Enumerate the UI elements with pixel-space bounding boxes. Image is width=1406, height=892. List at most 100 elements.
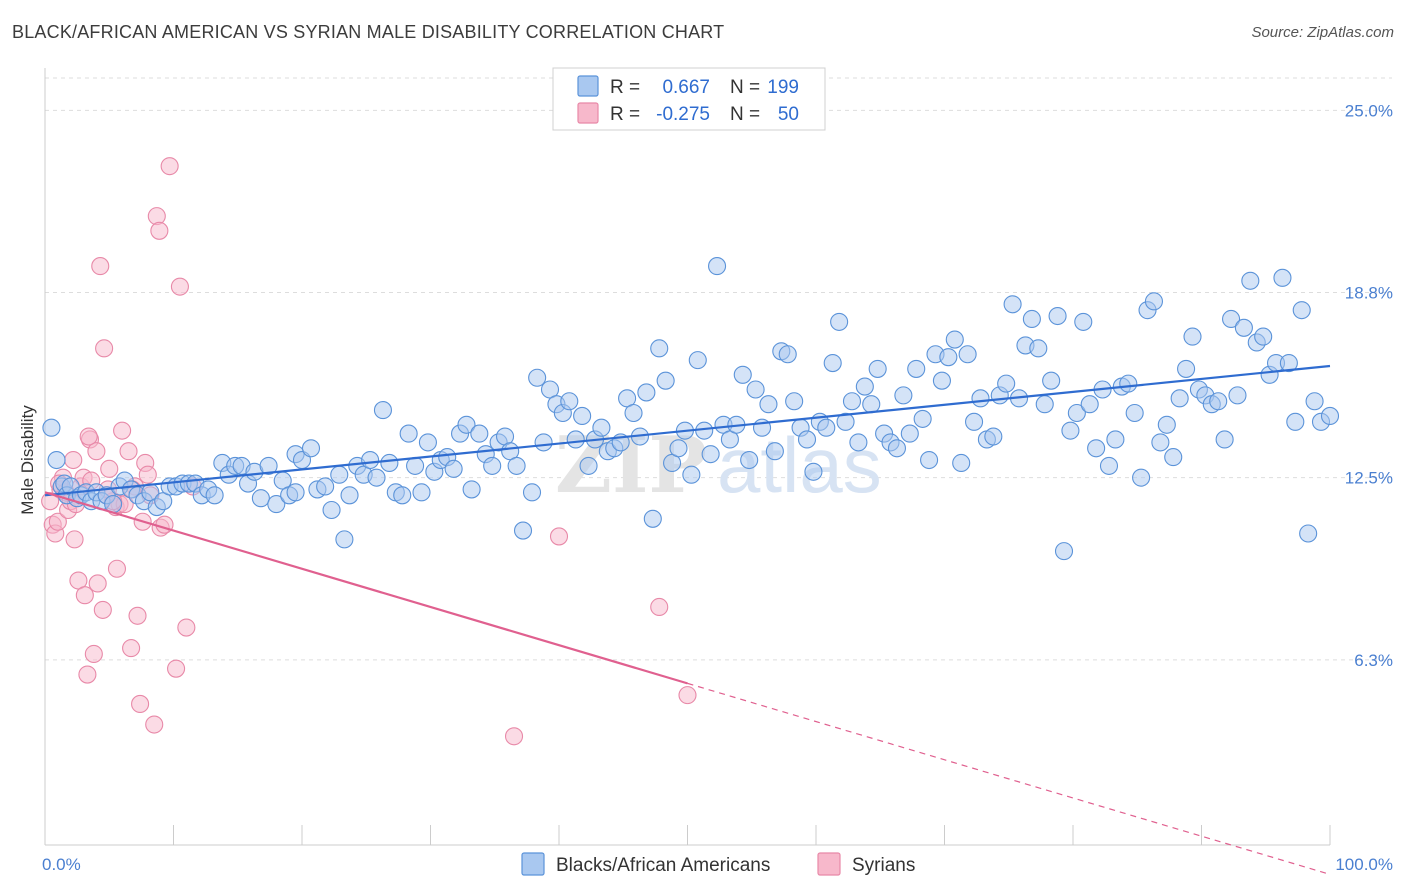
- black-point-68: [457, 415, 476, 434]
- black-point-48: [330, 465, 349, 484]
- black-point-58: [393, 486, 412, 505]
- black-point-121: [797, 430, 817, 449]
- bottom-legend-label-pink: Syrians: [852, 855, 915, 876]
- syrian-point-9: [64, 450, 83, 470]
- black-point-179: [1170, 389, 1189, 408]
- y-tick-label-1: 12.5%: [1345, 469, 1393, 488]
- syrian-point-50: [504, 727, 524, 746]
- black-point-157: [1029, 339, 1048, 358]
- legend-n-value-pink: 50: [778, 104, 799, 125]
- bottom-legend-label-blue: Blacks/African Americans: [556, 855, 770, 876]
- black-point-130: [855, 377, 874, 396]
- syrian-point-38: [138, 465, 157, 484]
- y-tick-label-3: 25.0%: [1345, 101, 1393, 120]
- black-point-187: [1222, 309, 1241, 329]
- black-point-41: [286, 483, 305, 502]
- black-point-175: [1144, 292, 1164, 311]
- legend-swatch-pink: [577, 102, 599, 124]
- black-point-112: [740, 450, 759, 470]
- black-point-158: [1035, 395, 1054, 414]
- black-point-38: [267, 495, 286, 514]
- black-point-29: [205, 486, 224, 505]
- black-point-77: [513, 521, 533, 540]
- syrian-point-34: [128, 606, 147, 625]
- black-point-104: [688, 351, 707, 370]
- black-point-122: [804, 462, 823, 481]
- syrian-point-18: [84, 644, 103, 664]
- syrians-points: [41, 157, 697, 746]
- syrian-point-47: [170, 277, 189, 296]
- black-point-97: [643, 509, 662, 528]
- black-point-164: [1074, 312, 1093, 331]
- black-point-188: [1228, 386, 1247, 405]
- syrian-point-48: [177, 618, 196, 637]
- black-point-161: [1054, 542, 1074, 561]
- black-point-147: [965, 412, 984, 431]
- black-point-199: [1299, 524, 1318, 543]
- black-point-181: [1183, 327, 1202, 346]
- black-point-137: [900, 424, 919, 443]
- black-point-116: [765, 442, 784, 461]
- syrian-point-42: [150, 221, 169, 240]
- syrian-point-40: [145, 715, 164, 734]
- black-point-84: [560, 392, 579, 411]
- black-point-106: [701, 445, 720, 464]
- legend-r-label-blue: R =: [610, 77, 640, 98]
- black-point-89: [592, 418, 611, 437]
- black-point-128: [842, 392, 862, 411]
- black-point-162: [1061, 421, 1080, 440]
- trend-line-syrians-extension: [687, 682, 1331, 875]
- syrian-point-53: [678, 686, 697, 705]
- x-tick-label-1: 100.0%: [1335, 855, 1393, 874]
- y-tick-label-2: 18.8%: [1345, 284, 1393, 303]
- black-point-177: [1157, 415, 1176, 434]
- black-point-148: [971, 389, 990, 408]
- black-point-186: [1215, 430, 1234, 449]
- black-point-202: [1320, 406, 1340, 426]
- legend-box: R = 0.667 N = 199 R = -0.275 N = 50: [552, 67, 826, 131]
- black-point-111: [733, 365, 752, 384]
- black-point-99: [656, 371, 675, 390]
- syrian-point-35: [131, 694, 150, 713]
- black-point-144: [945, 330, 964, 349]
- legend-n-label-blue: N =: [730, 77, 760, 98]
- syrian-point-52: [650, 597, 669, 617]
- black-point-78: [522, 483, 542, 502]
- black-point-189: [1234, 318, 1253, 337]
- legend-n-value-blue: 199: [767, 77, 799, 98]
- black-point-72: [483, 456, 502, 475]
- syrian-point-29: [113, 421, 132, 440]
- source-credit: Source: ZipAtlas.com: [1251, 24, 1394, 41]
- black-point-44: [301, 439, 321, 458]
- trend-line-blacks: [44, 364, 1331, 497]
- syrian-point-21: [91, 257, 110, 276]
- black-point-196: [1279, 354, 1298, 373]
- black-point-153: [1003, 295, 1022, 314]
- syrian-point-22: [93, 600, 112, 619]
- black-point-60: [406, 456, 425, 475]
- black-point-69: [462, 480, 481, 499]
- chart-title: BLACK/AFRICAN AMERICAN VS SYRIAN MALE DI…: [12, 22, 725, 42]
- black-point-94: [624, 403, 643, 423]
- black-point-85: [566, 430, 585, 449]
- black-point-178: [1164, 448, 1183, 467]
- black-point-53: [361, 450, 380, 470]
- black-point-152: [997, 374, 1016, 393]
- syrian-point-25: [100, 459, 119, 478]
- black-point-140: [920, 450, 939, 470]
- black-point-119: [785, 392, 804, 411]
- x-tick-labels: 0.0% 100.0%: [42, 855, 1393, 874]
- black-point-145: [952, 453, 971, 473]
- syrian-point-31: [119, 442, 138, 461]
- black-point-62: [418, 433, 437, 452]
- x-tick-label-0: 0.0%: [42, 855, 81, 874]
- black-point-171: [1119, 374, 1138, 393]
- black-point-113: [746, 380, 765, 399]
- black-point-46: [316, 477, 335, 496]
- syrian-point-0: [41, 492, 60, 511]
- syrian-point-27: [107, 559, 127, 578]
- black-point-129: [849, 433, 868, 452]
- syrian-point-46: [167, 659, 186, 678]
- black-point-127: [836, 412, 855, 431]
